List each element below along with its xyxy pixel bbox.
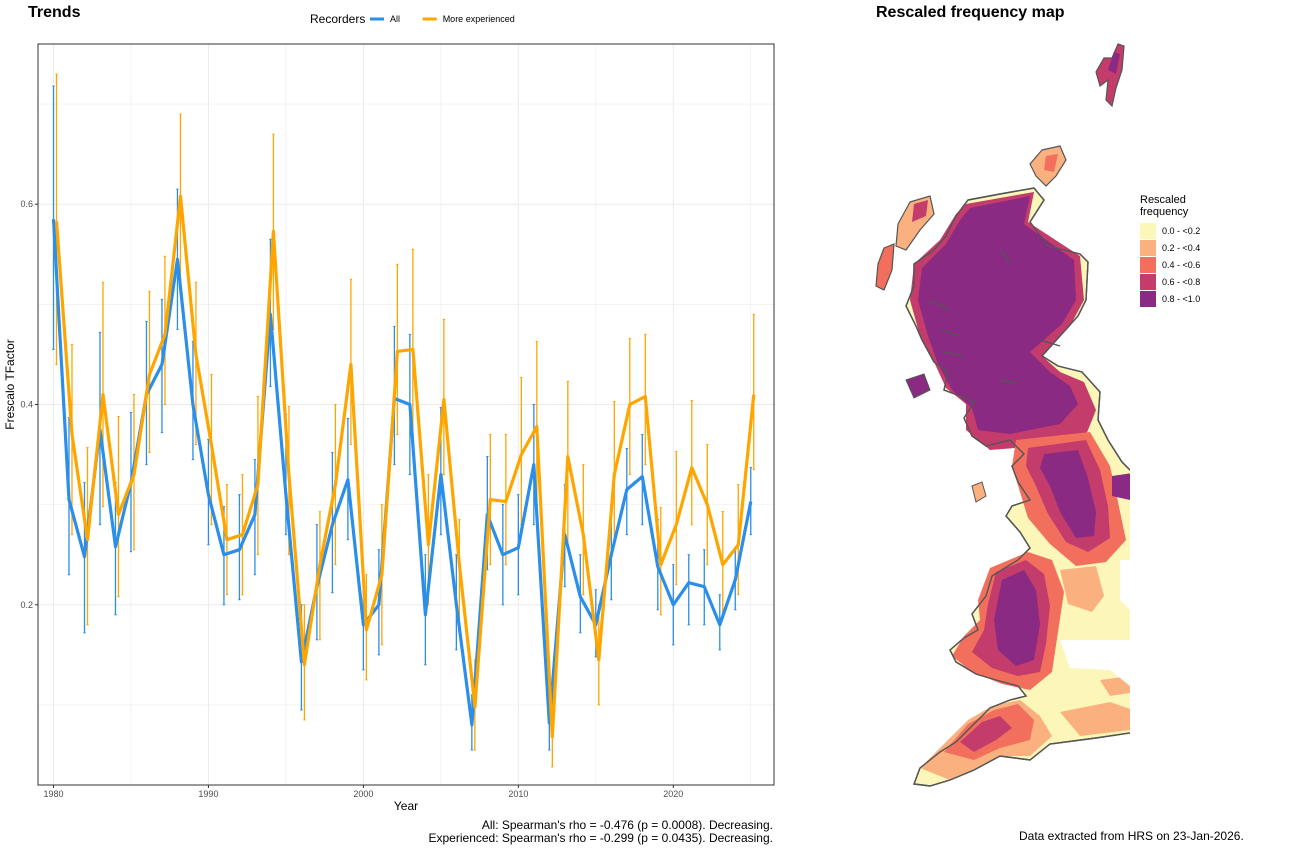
stats-experienced: Experienced: Spearman's rho = -0.299 (p …: [428, 831, 774, 845]
map-shetland: [1095, 43, 1125, 108]
map-northyork-core: [1112, 473, 1130, 500]
plot-border: [37, 43, 775, 786]
map-legend-swatch: [1140, 256, 1156, 273]
map-scotland-core: [918, 196, 1078, 434]
x-tick-label: 1980: [43, 789, 63, 799]
map-south-patch: [1060, 702, 1130, 736]
y-axis-label: Frescalo TFactor: [3, 339, 17, 429]
map-pennines-core: [1040, 450, 1096, 538]
map-southwest-core: [960, 716, 1012, 752]
legend: Recorders All More experienced: [310, 12, 515, 26]
trends-chart: 0.2 0.4 0.6 1980 1990 2000 2010 2020 Year Frescal…: [3, 12, 775, 813]
map-legend-item: 0.2 - <0.4: [1140, 239, 1200, 256]
map-lochs: [929, 249, 1061, 385]
map-midlands-band: [1060, 566, 1104, 612]
legend-label-more-experienced: More experienced: [443, 14, 515, 24]
map-orkney-core: [1044, 154, 1058, 172]
data-source-note: Data extracted from HRS on 23-Jan-2026.: [1019, 829, 1244, 843]
legend-title: Recorders: [310, 12, 365, 26]
map-wales-core: [994, 570, 1040, 666]
map-legend-swatch: [1140, 222, 1156, 239]
map-legend: 0.0 - <0.2 0.2 - <0.4 0.4 - <0.6 0.6 - <0.8…: [1140, 222, 1200, 307]
map-title: Rescaled frequency map: [876, 4, 1065, 21]
map-legend-swatch: [1140, 273, 1156, 290]
map-legend-label: 0.0 - <0.2: [1162, 225, 1201, 236]
map-legend-swatch: [1140, 290, 1156, 307]
map-uist: [875, 243, 895, 291]
map-legend-title: Rescaled frequency: [1140, 194, 1188, 218]
map-legend-swatch: [1140, 239, 1156, 256]
y-tick-label: 0.4: [20, 399, 33, 409]
x-axis-label: Year: [394, 799, 418, 813]
map-mull: [905, 373, 931, 399]
map-legend-item: 0.6 - <0.8: [1140, 273, 1200, 290]
map-lewis-core: [912, 200, 928, 222]
map-legend-label: 0.4 - <0.6: [1162, 259, 1201, 270]
axis-layer: 0.2 0.4 0.6 1980 1990 2000 2010 2020 Year Frescal…: [3, 199, 683, 813]
map-unrecorded-south-east: [1060, 640, 1130, 686]
trends-title: Trends: [28, 4, 81, 21]
map-isle-of-man: [971, 481, 987, 503]
x-tick-label: 1990: [198, 789, 218, 799]
map-legend-item: 0.4 - <0.6: [1140, 256, 1200, 273]
map-legend-label: 0.8 - <1.0: [1162, 293, 1201, 304]
x-tick-label: 2000: [353, 789, 373, 799]
map-legend-label: 0.2 - <0.4: [1162, 242, 1201, 253]
map-legend-title-line2: frequency: [1140, 206, 1189, 218]
map-south-patch-2: [1100, 676, 1130, 696]
map-britain-outline-top: [905, 187, 1130, 787]
map-shetland-core: [1108, 52, 1120, 74]
series-line-all: [51, 219, 753, 727]
y-tick-label: 0.6: [20, 199, 33, 209]
frequency-map: [875, 43, 1130, 787]
map-legend-label: 0.6 - <0.8: [1162, 276, 1201, 287]
series-line-more-experienced: [54, 194, 756, 739]
map-legend-item: 0.0 - <0.2: [1140, 222, 1200, 239]
map-legend-item: 0.8 - <1.0: [1140, 290, 1200, 307]
plot-background: [38, 44, 774, 785]
x-tick-label: 2020: [663, 789, 683, 799]
stats-all: All: Spearman's rho = -0.476 (p = 0.0008…: [481, 818, 773, 832]
series-layer: [51, 73, 756, 768]
map-legend-title-line1: Rescaled: [1140, 194, 1186, 206]
map-unrecorded-east: [1120, 560, 1130, 610]
legend-label-all: All: [390, 14, 400, 24]
x-tick-label: 2010: [508, 789, 528, 799]
y-tick-label: 0.2: [20, 600, 33, 610]
